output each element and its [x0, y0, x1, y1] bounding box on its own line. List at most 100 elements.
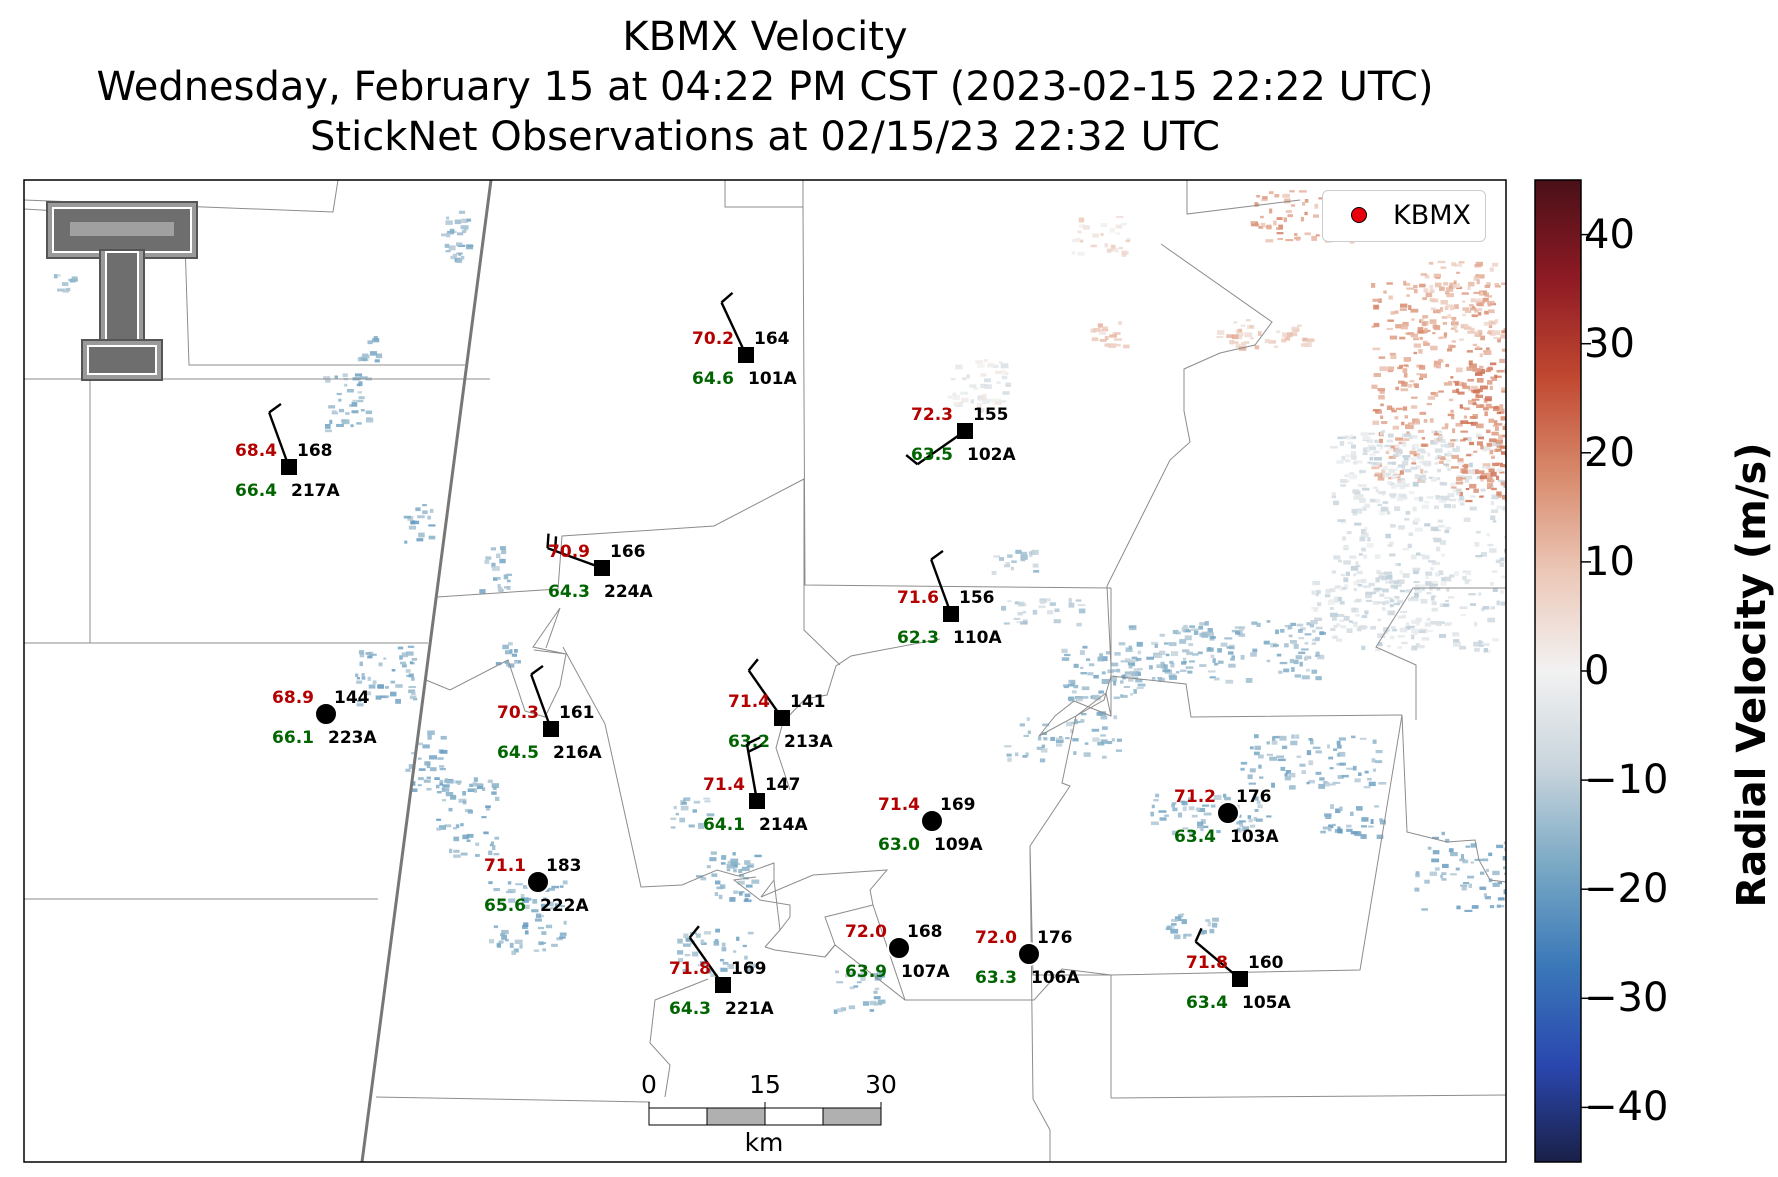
radar-echo-pixel [1238, 633, 1246, 637]
radar-echo-pixel [1359, 536, 1366, 542]
radar-echo-pixel [683, 933, 689, 938]
radar-echo-pixel [1361, 532, 1369, 538]
radar-echo-pixel [1429, 583, 1438, 587]
radar-echo-pixel [1469, 416, 1477, 419]
radar-echo-pixel [871, 973, 879, 977]
radar-echo-pixel [1254, 202, 1259, 207]
radar-echo-pixel [1006, 753, 1012, 757]
radar-echo-pixel [1458, 261, 1465, 264]
radar-echo-pixel [1379, 819, 1386, 825]
radar-echo-pixel [1396, 599, 1404, 604]
radar-echo-pixel [1040, 600, 1046, 604]
radar-echo-pixel [1350, 811, 1354, 816]
radar-echo-pixel [1401, 641, 1408, 645]
radar-echo-pixel [1337, 519, 1346, 522]
radar-echo-pixel [1209, 928, 1215, 934]
radar-echo-pixel [1331, 495, 1337, 499]
radar-echo-pixel [1452, 632, 1460, 637]
radar-echo-pixel [1429, 418, 1434, 423]
radar-echo-pixel [1469, 441, 1474, 446]
radar-echo-pixel [1412, 443, 1419, 449]
radar-echo-pixel [1480, 445, 1484, 450]
radar-echo-pixel [1501, 348, 1506, 352]
radar-echo-pixel [1283, 217, 1287, 223]
radar-echo-pixel [1378, 395, 1385, 400]
radar-echo-pixel [1407, 543, 1412, 548]
radar-echo-pixel [710, 973, 719, 978]
radar-echo-pixel [1496, 475, 1499, 480]
radar-echo-pixel [1338, 559, 1342, 563]
radar-echo-pixel [460, 852, 468, 856]
radar-echo-pixel [1408, 532, 1413, 536]
radar-echo-pixel [1092, 737, 1100, 742]
radar-echo-pixel [1459, 338, 1464, 341]
radar-echo-pixel [1054, 608, 1060, 613]
radar-echo-pixel [1491, 377, 1498, 381]
radar-echo-pixel [1072, 238, 1080, 243]
radar-echo-pixel [1430, 595, 1435, 601]
radar-echo-pixel [1136, 641, 1143, 647]
radar-echo-pixel [560, 905, 565, 908]
radar-echo-pixel [390, 680, 396, 684]
radar-echo-pixel [1476, 476, 1482, 479]
radar-echo-pixel [1456, 905, 1461, 910]
radar-echo-pixel [349, 404, 353, 407]
radar-echo-pixel [1421, 637, 1430, 641]
radar-echo-pixel [1276, 227, 1281, 230]
radar-echo-pixel [1460, 884, 1468, 887]
radar-echo-pixel [1193, 629, 1199, 635]
radar-echo-pixel [1455, 367, 1463, 373]
radar-echo-pixel [1428, 460, 1432, 466]
radar-echo-pixel [1298, 190, 1307, 193]
radar-echo-pixel [453, 827, 457, 830]
radar-echo-pixel [1315, 771, 1322, 775]
radar-echo-pixel [1333, 748, 1338, 751]
radar-echo-pixel [458, 210, 466, 214]
radar-echo-pixel [1192, 653, 1199, 656]
radar-echo-pixel [1476, 555, 1481, 559]
radar-echo-pixel [1405, 510, 1411, 515]
radar-echo-pixel [441, 787, 445, 792]
radar-echo-pixel [1328, 756, 1334, 760]
radar-echo-pixel [1340, 484, 1346, 487]
radar-echo-pixel [1248, 782, 1256, 785]
radar-echo-pixel [1352, 489, 1359, 493]
radar-echo-pixel [1004, 745, 1012, 748]
radar-echo-pixel [1483, 648, 1488, 653]
radar-echo-pixel [1367, 432, 1375, 435]
colorbar-tick-label-0: 0 [1584, 648, 1610, 694]
radar-echo-pixel [1266, 224, 1272, 230]
radar-echo-pixel [1508, 456, 1512, 459]
radar-echo-pixel [1463, 415, 1467, 419]
station-temperature: 71.4 [728, 692, 770, 712]
radar-echo-pixel [1397, 579, 1405, 584]
radar-echo-pixel [496, 553, 501, 559]
radar-echo-pixel [1463, 326, 1472, 330]
radar-echo-pixel [1253, 816, 1257, 822]
radar-echo-pixel [1164, 814, 1169, 817]
radar-echo-pixel [1318, 783, 1325, 789]
radar-echo-pixel [1510, 851, 1515, 854]
radar-echo-pixel [1003, 564, 1011, 568]
station-105A [1194, 927, 1248, 987]
radar-echo-pixel [1374, 805, 1380, 808]
radar-echo-pixel [1387, 544, 1393, 547]
radar-echo-pixel [1285, 210, 1292, 213]
radar-echo-pixel [1372, 409, 1381, 412]
radar-echo-pixel [535, 913, 542, 918]
radar-echo-pixel [1010, 566, 1014, 571]
radar-echo-pixel [1411, 396, 1418, 399]
radar-echo-pixel [1061, 657, 1070, 661]
radar-echo-pixel [1433, 537, 1442, 543]
radar-echo-pixel [1427, 452, 1431, 457]
radar-echo-pixel [1490, 501, 1494, 506]
radar-echo-pixel [1478, 291, 1484, 296]
radar-echo-pixel [1429, 319, 1437, 324]
radar-echo-pixel [1382, 472, 1390, 478]
radar-echo-pixel [1370, 626, 1377, 630]
radar-echo-pixel [1390, 482, 1394, 486]
radar-echo-pixel [477, 785, 483, 790]
radar-echo-pixel [1441, 426, 1448, 430]
radar-echo-pixel [1475, 394, 1483, 399]
